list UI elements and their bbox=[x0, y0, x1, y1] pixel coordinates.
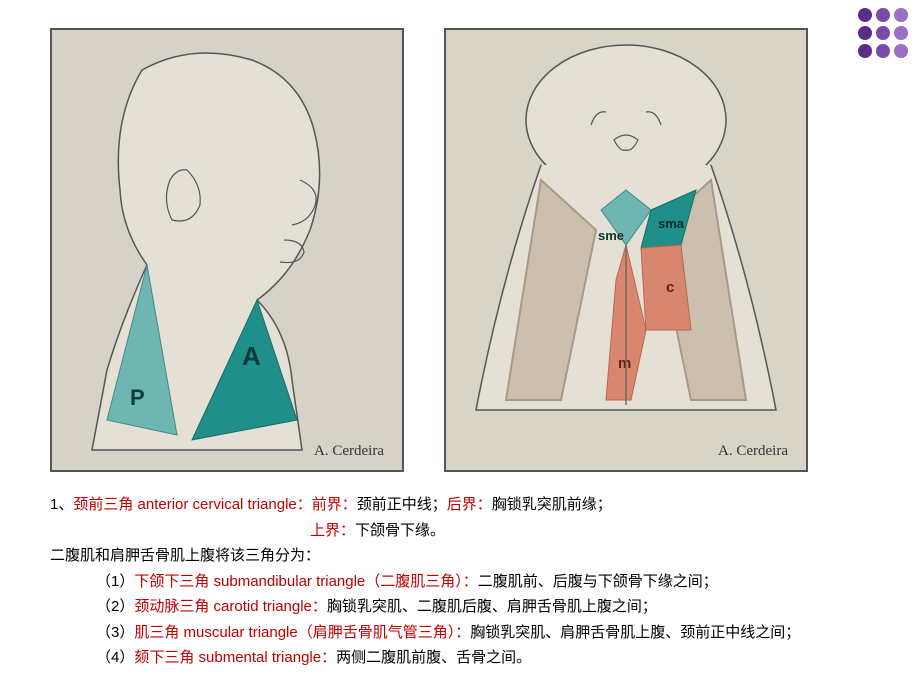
item-1: （1）下颌下三角 submandibular triangle（二腹肌三角）：二… bbox=[50, 569, 870, 595]
item-4: （4）颏下三角 submental triangle：两侧二腹肌前腹、舌骨之间。 bbox=[50, 645, 870, 671]
signature-right: A. Cerdeira bbox=[718, 443, 788, 460]
label-c: c bbox=[666, 279, 674, 296]
signature-left: A. Cerdeira bbox=[314, 443, 384, 460]
figure-lateral-neck: A P A. Cerdeira bbox=[50, 28, 404, 472]
item-3: （3）肌三角 muscular triangle（肩胛舌骨肌气管三角）：胸锁乳突… bbox=[50, 620, 870, 646]
line-3: 二腹肌和肩胛舌骨肌上腹将该三角分为： bbox=[50, 543, 870, 569]
label-P: P bbox=[130, 385, 145, 410]
figure-anterior-neck: sme sma c m A. Cerdeira bbox=[444, 28, 808, 472]
label-A: A bbox=[242, 341, 261, 371]
corner-dots bbox=[858, 8, 908, 58]
label-m: m bbox=[618, 355, 631, 372]
figure-row: A P A. Cerdeira sme bbox=[0, 0, 920, 492]
label-sme: sme bbox=[598, 228, 624, 243]
label-sma: sma bbox=[658, 216, 685, 231]
item-2: （2）颈动脉三角 carotid triangle：胸锁乳突肌、二腹肌后腹、肩胛… bbox=[50, 594, 870, 620]
description-text: 1、颈前三角 anterior cervical triangle：前界：颈前正… bbox=[0, 492, 920, 671]
line-2: 上界：下颌骨下缘。 bbox=[50, 518, 870, 544]
line-1: 1、颈前三角 anterior cervical triangle：前界：颈前正… bbox=[50, 492, 870, 518]
